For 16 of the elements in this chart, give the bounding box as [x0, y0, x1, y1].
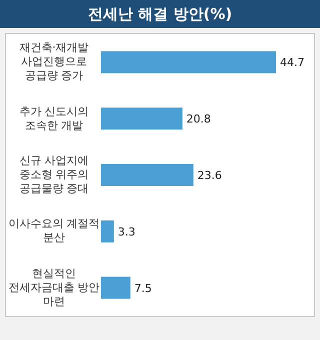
y-tick-label: 신규 사업지에 중소형 위주의 공급물량 증대 — [18, 154, 90, 196]
y-tick-label: 이사수요의 계절적 분산 — [8, 217, 100, 246]
data-label: 20.8 — [186, 112, 211, 126]
chart-title: 전세난 해결 방안(%) — [0, 0, 320, 28]
y-tick-label: 현실적인 전세자금대출 방안 마련 — [8, 266, 100, 309]
bar — [101, 276, 130, 299]
bar — [101, 51, 276, 74]
bar — [101, 220, 114, 242]
bar — [101, 108, 182, 130]
data-label: 3.3 — [118, 225, 136, 238]
y-tick-label: 재건축·재개발 사업진행으로 공급량 증가 — [18, 41, 90, 84]
data-label: 44.7 — [280, 56, 304, 70]
bar — [101, 164, 194, 186]
data-label: 23.6 — [197, 169, 222, 182]
y-tick-label: 추가 신도시의 조속한 개발 — [18, 104, 90, 133]
data-label: 7.5 — [134, 282, 152, 295]
